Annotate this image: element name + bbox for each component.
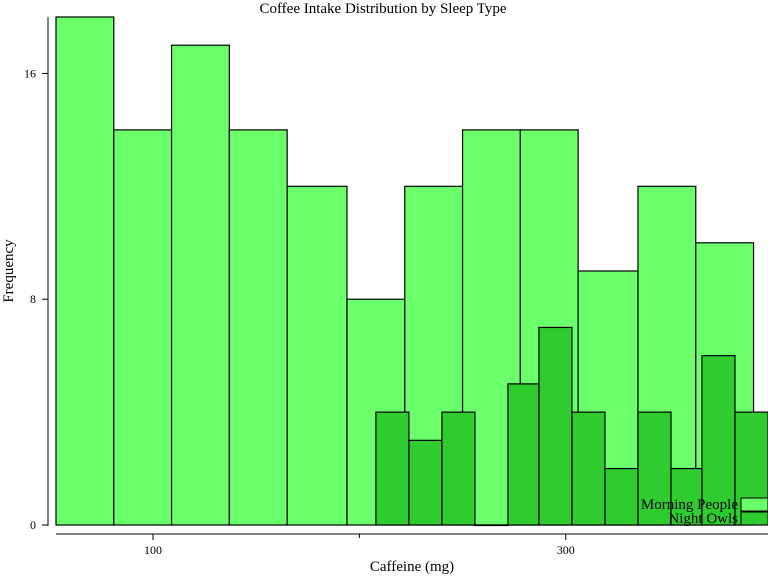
bar-morning-people-3 — [228, 129, 288, 526]
chart-title: Coffee Intake Distribution by Sleep Type — [259, 1, 506, 17]
y-axis: 0 8 16 — [24, 17, 49, 532]
bar-morning-people-0 — [55, 16, 115, 526]
y-tick-label-16: 16 — [24, 66, 36, 80]
bar-night-owls-8 — [637, 411, 672, 526]
bar-night-owls-5 — [538, 326, 573, 526]
legend: Morning People Night Owls — [641, 497, 768, 527]
y-tick-label-0: 0 — [30, 518, 36, 532]
y-tick-label-8: 8 — [30, 292, 36, 306]
bar-morning-people-1 — [113, 129, 173, 526]
bar-night-owls-6 — [571, 411, 606, 526]
x-axis: 100 300 — [56, 533, 768, 557]
legend-label-night-owls: Night Owls — [668, 511, 738, 527]
bar-night-owls-2 — [441, 411, 476, 526]
legend-swatch-morning-people — [740, 497, 768, 512]
x-axis-label: Caffeine (mg) — [370, 559, 454, 575]
bar-night-owls-3 — [474, 524, 509, 527]
x-tick-label-100: 100 — [144, 543, 162, 557]
x-tick-label-300: 300 — [557, 543, 575, 557]
bar-morning-people-4 — [286, 185, 348, 526]
bar-night-owls-9 — [670, 467, 703, 526]
bar-morning-people-2 — [170, 44, 230, 526]
bar-night-owls-1 — [408, 439, 443, 526]
bar-night-owls-4 — [507, 383, 540, 526]
legend-swatch-night-owls — [740, 511, 768, 526]
bar-night-owls-0 — [375, 411, 410, 526]
bar-night-owls-7 — [604, 467, 639, 526]
legend-label-morning-people: Morning People — [641, 497, 738, 513]
bar-night-owls-10 — [701, 355, 736, 526]
y-axis-label: Frequency — [1, 239, 17, 303]
bars-layer — [55, 16, 768, 527]
